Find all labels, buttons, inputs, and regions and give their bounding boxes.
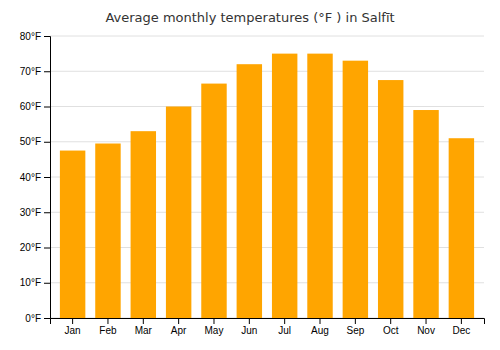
axis-line [51,319,485,325]
tick-mark [72,318,73,324]
tick-mark [178,318,179,324]
bars [60,54,474,318]
tick-mark [284,318,285,324]
bar [272,54,297,318]
tick-mark [213,318,214,324]
x-tick: Jul [278,318,291,336]
x-tick: Jun [241,318,257,336]
axis-line [44,37,51,319]
bar [95,144,120,318]
bar [201,84,226,318]
y-tick: 70°F [20,66,50,77]
x-tick: Dec [452,318,470,336]
y-tick: 0°F [25,313,50,324]
tick-label: May [205,325,224,336]
tick-mark [44,212,50,213]
tick-label: 40°F [20,172,41,183]
tick-mark [107,318,108,324]
x-tick: Mar [135,318,153,336]
bar [237,64,262,318]
x-tick: Apr [171,318,187,336]
x-tick: Sep [346,318,364,336]
chart-container: 0°F 10°F 20°F 30°F 40°F 50°F 60°F 70°F 80°F Jan Fe… [0,0,500,350]
tick-mark [44,177,50,178]
tick-mark [461,318,462,324]
x-tick: Nov [417,318,435,336]
tick-mark [44,36,50,37]
tick-label: 80°F [20,31,41,42]
tick-label: Dec [452,325,470,336]
y-axis: 0°F 10°F 20°F 30°F 40°F 50°F 60°F 70°F 80°F [20,31,51,324]
x-tick: Jan [65,318,81,336]
tick-label: 0°F [25,313,41,324]
tick-mark [249,318,250,324]
y-tick: 30°F [20,207,50,218]
grid-line [50,71,484,72]
tick-label: Oct [383,325,399,336]
tick-label: 50°F [20,136,41,147]
x-tick: Feb [99,318,117,336]
x-tick: May [205,318,224,336]
y-tick: 80°F [20,31,50,42]
y-tick: 60°F [20,101,50,112]
tick-mark [44,248,50,249]
tick-label: 70°F [20,66,41,77]
tick-mark [426,318,427,324]
y-tick: 10°F [20,277,50,288]
tick-mark [44,107,50,108]
tick-label: Jul [278,325,291,336]
x-tick: Aug [311,318,329,336]
tick-mark [44,283,50,284]
tick-label: Sep [346,325,364,336]
tick-label: Aug [311,325,329,336]
x-axis: Jan Feb Mar Apr May Jun Jul Aug Sep Oct Nov Dec [51,318,485,336]
x-tick: Oct [383,318,399,336]
y-tick: 50°F [20,136,50,147]
tick-label: 30°F [20,207,41,218]
tick-mark [143,318,144,324]
bar [378,80,403,318]
bar [343,61,368,318]
tick-mark [44,142,50,143]
bar [413,110,438,318]
bar [449,138,474,318]
plot: 0°F 10°F 20°F 30°F 40°F 50°F 60°F 70°F 80°F Jan Fe… [20,31,485,336]
chart-svg: 0°F 10°F 20°F 30°F 40°F 50°F 60°F 70°F 80°F Jan Fe… [0,0,500,350]
tick-label: Nov [417,325,435,336]
tick-label: 60°F [20,101,41,112]
grid-line [50,106,484,107]
y-tick: 40°F [20,172,50,183]
tick-mark [355,318,356,324]
tick-label: Apr [171,325,187,336]
tick-mark [320,318,321,324]
tick-label: Jun [241,325,257,336]
tick-label: Feb [99,325,117,336]
tick-mark [390,318,391,324]
y-tick: 20°F [20,242,50,253]
tick-mark [44,71,50,72]
bar [131,131,156,318]
tick-label: 10°F [20,277,41,288]
title: Average monthly temperatures (°F ) in Sa… [105,10,394,25]
bar [307,54,332,318]
grid-line [50,36,484,37]
bar [166,107,191,319]
tick-label: Mar [135,325,153,336]
tick-mark [44,318,50,319]
grid [50,36,484,318]
tick-label: 20°F [20,242,41,253]
bar [60,151,85,318]
tick-label: Jan [65,325,81,336]
